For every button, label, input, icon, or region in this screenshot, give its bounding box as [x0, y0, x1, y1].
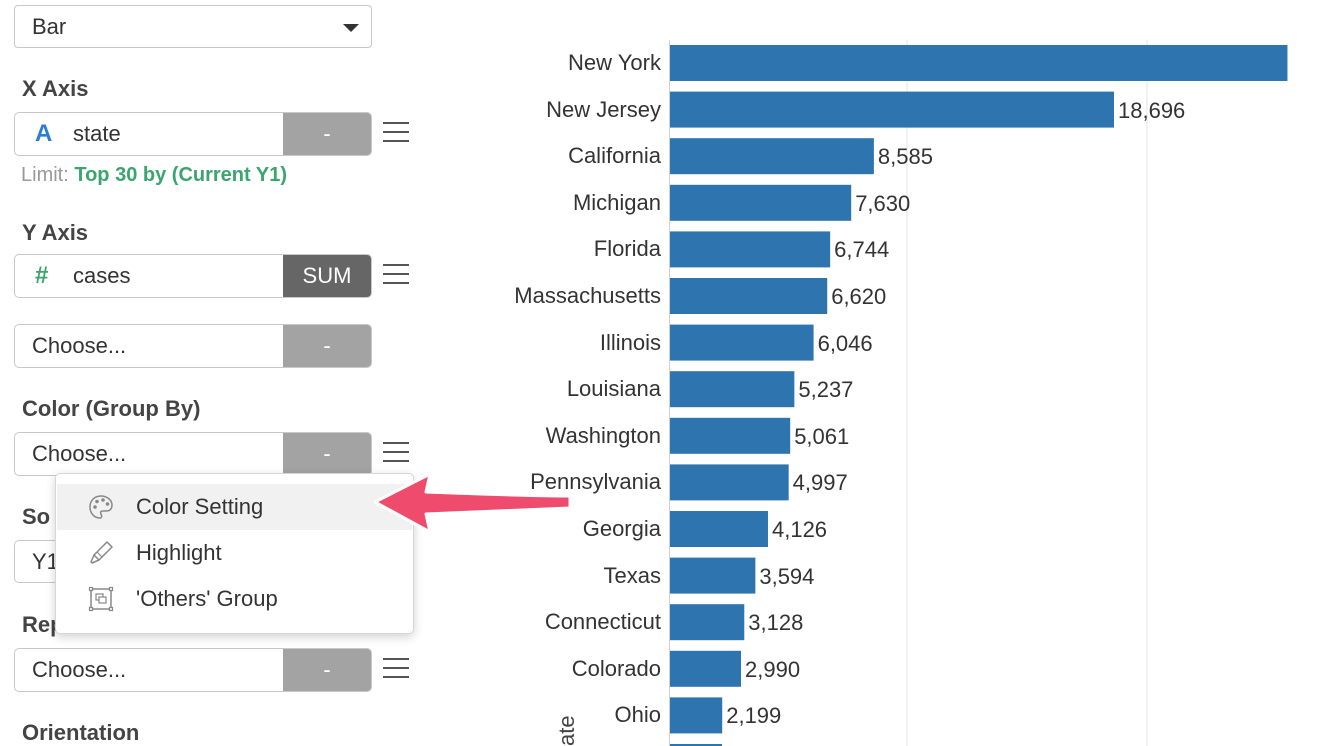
- menu-item-highlight[interactable]: Highlight: [57, 530, 412, 576]
- menu-item-color-setting[interactable]: Color Setting: [57, 484, 412, 530]
- category-label: Georgia: [582, 516, 661, 541]
- value-label: 3,128: [748, 610, 804, 636]
- category-label: New Jersey: [546, 96, 661, 122]
- annotation-arrow: [373, 472, 572, 534]
- category-label: California: [568, 143, 661, 169]
- color-field-name: Choose...: [32, 441, 127, 466]
- category-label: Texas: [603, 562, 661, 588]
- category-label: Washington: [545, 422, 661, 448]
- category-label: Michigan: [572, 189, 661, 215]
- y-axis-field-name: cases: [73, 263, 131, 288]
- x-axis-field[interactable]: A state -: [14, 112, 372, 156]
- chart-type-value: Bar: [32, 13, 67, 39]
- repeat-by-aggregation-button[interactable]: -: [283, 649, 371, 691]
- limit-value[interactable]: Top 30 by (Current Y1): [74, 164, 287, 186]
- color-field-main[interactable]: Choose...: [15, 433, 283, 475]
- x-axis-menu-icon[interactable]: [383, 122, 409, 142]
- bar[interactable]: [670, 511, 768, 547]
- bar[interactable]: [670, 604, 745, 641]
- y-axis-label: Y Axis: [22, 220, 89, 245]
- category-label: Pennsylvania: [530, 469, 661, 495]
- y-axis-aggregation-button[interactable]: SUM: [283, 255, 371, 297]
- category-label: Massachusetts: [514, 283, 661, 308]
- category-label: Louisiana: [566, 376, 661, 402]
- bar[interactable]: [670, 324, 814, 361]
- chevron-down-icon: [343, 23, 359, 32]
- chart-type-select[interactable]: Bar: [14, 5, 372, 48]
- y-axis-second-aggregation-button[interactable]: -: [283, 325, 371, 367]
- menu-item-label: Color Setting: [136, 494, 264, 519]
- x-axis-label: X Axis: [22, 76, 89, 101]
- bar[interactable]: [670, 231, 831, 268]
- repeat-by-field-name: Choose...: [32, 657, 127, 682]
- category-label: New York: [568, 50, 661, 75]
- palette-icon: [89, 495, 113, 519]
- value-label: 18,696: [1118, 97, 1186, 123]
- repeat-by-field-main[interactable]: Choose...: [15, 649, 283, 691]
- highlighter-icon: [90, 541, 113, 564]
- value-label: 6,620: [831, 284, 887, 309]
- value-label: 8,585: [877, 144, 933, 170]
- bar[interactable]: [670, 138, 874, 175]
- y-axis-second-field-name: Choose...: [32, 333, 127, 358]
- color-field[interactable]: Choose... -: [14, 432, 372, 476]
- bar[interactable]: [670, 45, 1288, 81]
- y-axis-field-main[interactable]: # cases: [15, 255, 283, 297]
- value-label: 2,990: [745, 656, 801, 682]
- menu-item-label: 'Others' Group: [136, 586, 278, 611]
- bar[interactable]: [670, 91, 1114, 128]
- value-label: 5,237: [798, 377, 854, 403]
- limit-prefix: Limit:: [21, 164, 69, 186]
- category-label: Connecticut: [544, 609, 661, 635]
- x-axis-field-main[interactable]: A state: [15, 113, 283, 155]
- sort-label: So: [22, 504, 51, 529]
- menu-item-others-group[interactable]: 'Others' Group: [57, 576, 412, 622]
- text-type-icon: A: [35, 120, 53, 147]
- color-aggregation-button[interactable]: -: [283, 433, 371, 475]
- bar[interactable]: [670, 417, 791, 454]
- value-label: 3,594: [759, 563, 815, 589]
- orientation-label: Orientation: [22, 720, 140, 745]
- axis-title: ate: [554, 715, 579, 746]
- y-axis-menu-icon[interactable]: [383, 264, 409, 284]
- value-label: 6,046: [817, 330, 873, 356]
- bar[interactable]: [670, 184, 852, 221]
- menu-item-label: Highlight: [136, 540, 222, 565]
- category-label: Illinois: [599, 329, 661, 355]
- y-axis-second-field[interactable]: Choose... -: [14, 324, 372, 368]
- value-label: 7,630: [855, 190, 911, 216]
- bar[interactable]: [670, 697, 723, 734]
- category-label: Florida: [593, 236, 661, 262]
- context-menu: Color Setting Highlight 'Others' Group: [55, 473, 414, 634]
- sort-value: Y1: [32, 548, 59, 574]
- bar[interactable]: [670, 371, 795, 408]
- bar[interactable]: [670, 464, 789, 501]
- repeat-by-field[interactable]: Choose... -: [14, 648, 372, 692]
- value-label: 4,126: [771, 517, 828, 542]
- bar[interactable]: [670, 278, 828, 314]
- value-label: 4,997: [792, 470, 848, 496]
- bar[interactable]: [670, 650, 742, 687]
- value-label: 6,744: [834, 237, 890, 263]
- repeat-by-menu-icon[interactable]: [383, 658, 409, 678]
- bar[interactable]: [670, 557, 756, 594]
- value-label: 5,061: [794, 423, 850, 449]
- y-axis-second-field-main[interactable]: Choose...: [15, 325, 283, 367]
- color-label: Color (Group By): [22, 396, 201, 421]
- bar[interactable]: [670, 744, 722, 746]
- group-box-icon: [88, 586, 114, 612]
- y-axis-field[interactable]: # cases SUM: [14, 254, 372, 298]
- x-axis-field-name: state: [73, 121, 121, 146]
- number-type-icon: #: [35, 262, 49, 289]
- category-label: Ohio: [614, 702, 661, 728]
- value-label: 2,199: [726, 703, 782, 729]
- x-axis-aggregation-button[interactable]: -: [283, 113, 371, 155]
- category-label: Colorado: [571, 655, 661, 681]
- x-axis-limit[interactable]: Limit: Top 30 by (Current Y1): [21, 164, 287, 187]
- color-menu-icon[interactable]: [383, 442, 409, 462]
